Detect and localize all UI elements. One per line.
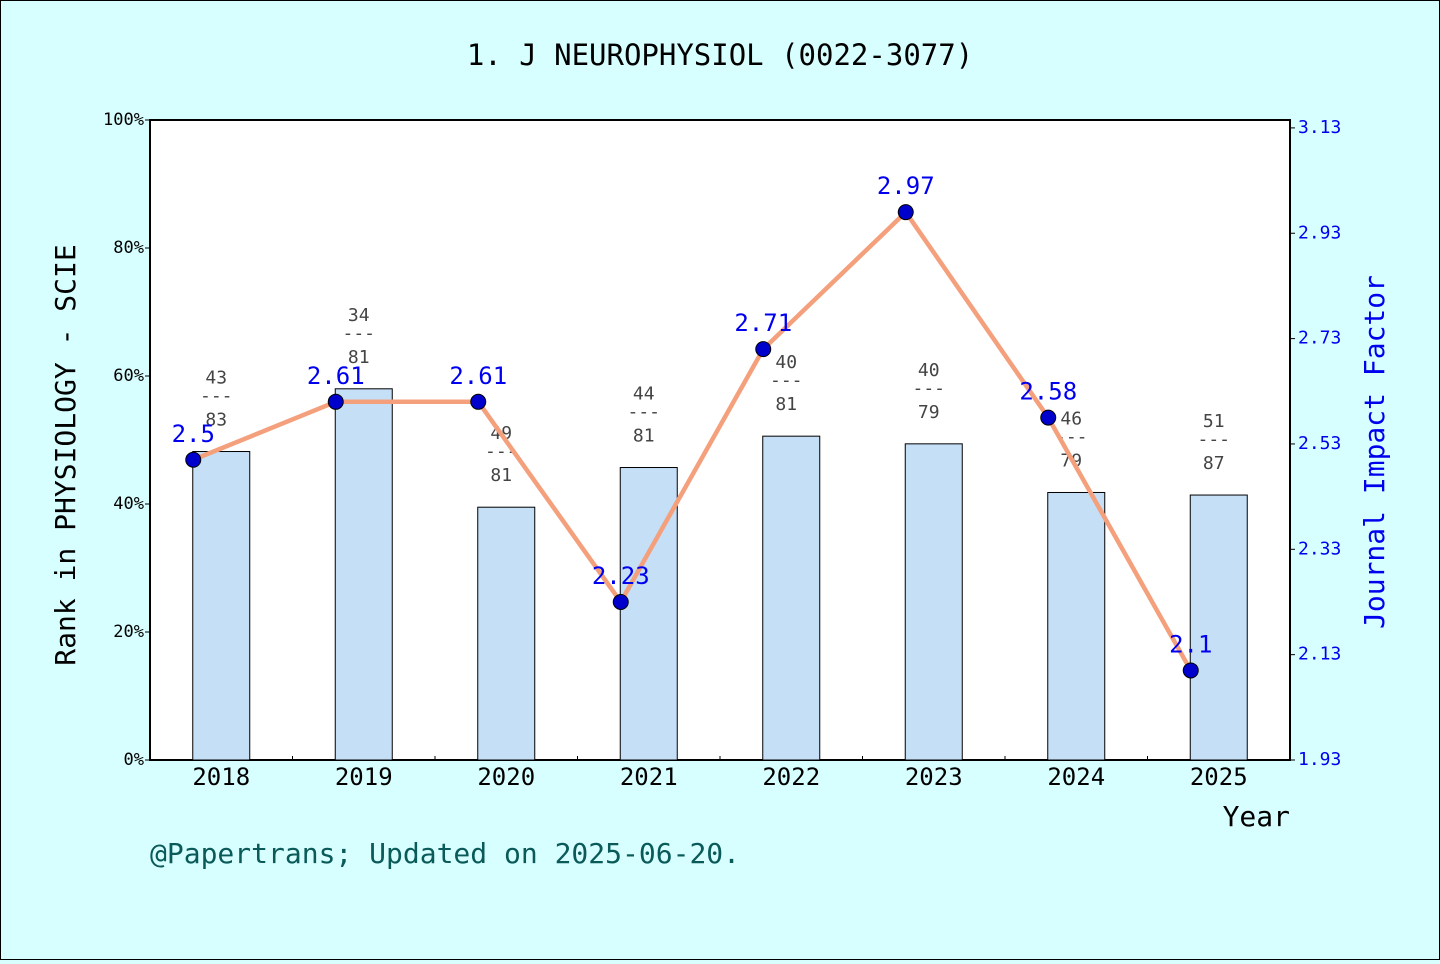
x-tick-label: 2022 <box>762 763 820 791</box>
rank-label: 34 <box>348 305 370 326</box>
y2-axis-label: Journal Impact Factor <box>1358 275 1391 629</box>
rank-label: 46 <box>1060 408 1082 429</box>
y2-tick-label: 2.73 <box>1298 328 1341 349</box>
y2-tick-label: 1.93 <box>1298 749 1341 770</box>
bar <box>762 435 821 761</box>
chart-title: 1. J NEUROPHYSIOL (0022-3077) <box>467 38 973 72</box>
x-tick-label: 2020 <box>477 763 535 791</box>
y-tick-label: 20% <box>113 622 144 642</box>
rank-label: 44 <box>633 384 655 405</box>
bar <box>1189 494 1248 761</box>
if-value-label: 2.23 <box>592 562 650 590</box>
bar <box>619 467 678 761</box>
bar <box>192 451 251 761</box>
x-tick-label: 2023 <box>905 763 963 791</box>
rank-total: 81 <box>633 426 655 447</box>
rank-label: 51 <box>1203 411 1225 432</box>
x-tick-label: 2024 <box>1047 763 1105 791</box>
if-line <box>192 209 1193 672</box>
if-value-label: 2.5 <box>172 420 215 448</box>
y-tick-label: 60% <box>113 366 144 386</box>
y-tick-label: 80% <box>113 238 144 258</box>
rank-separator: --- <box>1197 429 1230 450</box>
if-marker <box>755 341 772 358</box>
x-tick-label: 2021 <box>620 763 678 791</box>
x-axis-label: Year <box>1223 800 1290 833</box>
x-tick-label: 2019 <box>335 763 393 791</box>
bar <box>477 506 536 761</box>
rank-total: 81 <box>348 347 370 368</box>
rank-total: 83 <box>205 410 227 431</box>
if-value-label: 2.61 <box>307 362 365 390</box>
if-marker <box>327 393 344 410</box>
x-tick-label: 2025 <box>1190 763 1248 791</box>
y2-tick-label: 3.13 <box>1298 117 1341 138</box>
bar <box>334 388 393 761</box>
y-tick-label: 0% <box>124 750 144 770</box>
if-marker <box>1040 409 1057 426</box>
rank-separator: --- <box>342 323 375 344</box>
rank-separator: --- <box>770 370 803 391</box>
rank-total: 79 <box>918 402 940 423</box>
y2-tick-label: 2.33 <box>1298 538 1341 559</box>
if-marker <box>185 451 202 468</box>
rank-label: 40 <box>775 352 797 373</box>
y2-tick-label: 2.53 <box>1298 433 1341 454</box>
if-value-label: 2.97 <box>877 172 935 200</box>
rank-total: 81 <box>490 465 512 486</box>
bar <box>1047 491 1106 761</box>
bar <box>904 443 963 761</box>
rank-total: 87 <box>1203 453 1225 474</box>
footer: @Papertrans; Updated on 2025-06-20. <box>150 837 740 870</box>
if-marker <box>612 593 629 610</box>
rank-separator: --- <box>200 386 233 407</box>
y2-tick-label: 2.13 <box>1298 644 1341 665</box>
if-value-label: 2.71 <box>734 309 792 337</box>
if-marker <box>1182 662 1199 679</box>
rank-label: 43 <box>205 368 227 389</box>
if-marker <box>897 204 914 221</box>
if-value-label: 2.1 <box>1169 630 1212 658</box>
rank-total: 81 <box>775 394 797 415</box>
y-tick-label: 40% <box>113 494 144 514</box>
y-tick-label: 100% <box>103 110 144 130</box>
y-axis-label: Rank in PHYSIOLOGY - SCIE <box>49 244 82 665</box>
if-marker <box>470 393 487 410</box>
rank-separator: --- <box>627 402 660 423</box>
plot-area <box>149 119 1291 761</box>
rank-separator: --- <box>912 378 945 399</box>
rank-label: 40 <box>918 360 940 381</box>
if-value-label: 2.58 <box>1019 378 1077 406</box>
y2-tick-label: 2.93 <box>1298 222 1341 243</box>
if-value-label: 2.61 <box>449 362 507 390</box>
x-tick-label: 2018 <box>192 763 250 791</box>
